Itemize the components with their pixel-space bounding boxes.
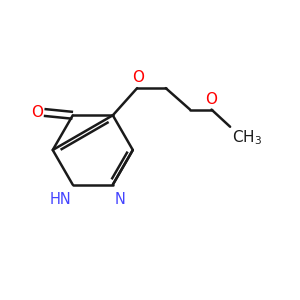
- Text: HN: HN: [50, 192, 71, 207]
- Text: O: O: [132, 70, 144, 85]
- Text: CH$_3$: CH$_3$: [232, 128, 262, 147]
- Text: N: N: [114, 192, 125, 207]
- Text: O: O: [31, 105, 43, 120]
- Text: O: O: [206, 92, 218, 107]
